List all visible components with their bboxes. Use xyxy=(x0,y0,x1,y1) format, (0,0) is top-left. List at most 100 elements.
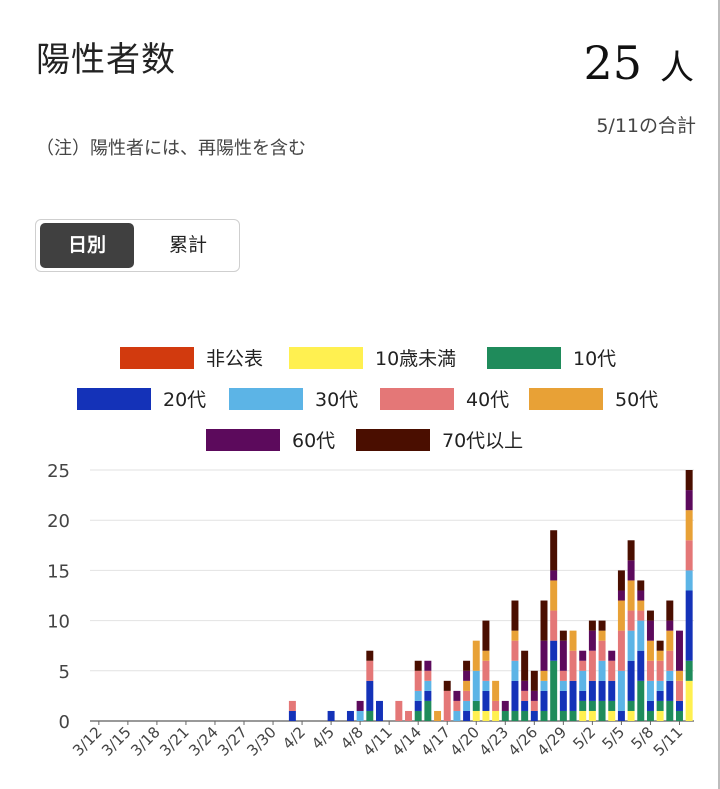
y-tick-label: 10 xyxy=(47,612,70,633)
bar-segment xyxy=(617,590,625,601)
x-tick-label: 4/11 xyxy=(359,723,396,760)
view-toggle: 日別 累計 xyxy=(35,219,240,272)
bar-segment xyxy=(327,710,335,721)
bar-segment xyxy=(637,580,645,591)
bar-segment xyxy=(540,680,548,691)
bar-segment xyxy=(666,620,674,631)
bar-segment xyxy=(414,670,422,691)
bar-segment xyxy=(685,590,693,661)
bar-segment xyxy=(627,660,635,701)
bar-segment xyxy=(540,710,548,721)
bar-segment xyxy=(579,670,587,691)
bar-segment xyxy=(521,700,529,711)
x-tick-label: 4/26 xyxy=(505,723,542,760)
bar-segment xyxy=(598,620,606,631)
bar-segment xyxy=(627,710,635,721)
bar-segment xyxy=(530,710,538,721)
bar-segment xyxy=(627,560,635,581)
bar-segment xyxy=(569,630,577,651)
bar-segment xyxy=(463,680,471,691)
total-value: 25 xyxy=(583,36,642,90)
bar-segment xyxy=(424,680,432,691)
bar-segment xyxy=(472,700,480,711)
bar-segment xyxy=(627,700,635,711)
bar-segment xyxy=(550,640,558,661)
bar-segment xyxy=(463,670,471,681)
bar-segment xyxy=(414,700,422,711)
bar-segment xyxy=(569,650,577,681)
bar-segment xyxy=(598,680,606,701)
legend-label: 10歳未満 xyxy=(375,348,456,370)
bar-segment xyxy=(482,690,490,711)
bar-segment xyxy=(482,680,490,691)
bar-segment xyxy=(579,710,587,721)
bar-segment xyxy=(637,590,645,601)
bar-segment xyxy=(676,680,683,701)
bar-segment xyxy=(414,690,422,701)
bar-segment xyxy=(617,570,625,591)
bar-segment xyxy=(453,710,461,721)
bar-segment xyxy=(511,630,519,641)
legend-swatch xyxy=(206,429,280,451)
bar-segment xyxy=(646,710,654,721)
bar-segment xyxy=(608,650,616,661)
x-tick-label: 3/15 xyxy=(98,723,135,760)
bar-segment xyxy=(453,690,461,701)
bar-segment xyxy=(559,690,567,711)
bar-segment xyxy=(598,640,606,661)
bar-segment xyxy=(617,710,625,721)
bar-segment xyxy=(540,670,548,681)
x-tick-label: 3/12 xyxy=(69,723,106,760)
bar-segment xyxy=(424,700,432,721)
y-tick-label: 5 xyxy=(59,662,70,683)
bar-segment xyxy=(443,680,451,691)
bar-segment xyxy=(550,610,558,641)
y-tick-label: 25 xyxy=(47,461,70,482)
cumulative-button[interactable]: 累計 xyxy=(168,234,207,256)
bar-segment xyxy=(511,600,519,631)
bar-segment xyxy=(666,700,674,721)
bar-segment xyxy=(511,680,519,711)
legend-swatch xyxy=(77,388,151,410)
daily-button[interactable]: 日別 xyxy=(40,223,134,268)
bar-segment xyxy=(288,710,296,721)
bar-segment xyxy=(346,710,354,721)
bar-segment xyxy=(424,670,432,681)
legend-label: 60代 xyxy=(292,430,335,452)
bar-segment xyxy=(685,490,693,511)
bar-segment xyxy=(540,640,548,671)
bar-segment xyxy=(443,690,451,721)
bar-segment xyxy=(559,670,567,681)
bar-segment xyxy=(676,630,683,671)
bar-segment xyxy=(559,680,567,691)
page-title: 陽性者数 xyxy=(36,40,176,80)
bar-segment xyxy=(646,640,654,661)
bar-segment xyxy=(617,600,625,631)
bar-segment xyxy=(627,610,635,631)
bar-segment xyxy=(472,640,480,671)
x-tick-label: 3/21 xyxy=(156,723,193,760)
bar-segment xyxy=(492,700,500,711)
bar-segment xyxy=(559,710,567,721)
bar-segment xyxy=(511,640,519,661)
bar-segment xyxy=(676,710,683,721)
bar-segment xyxy=(356,710,364,721)
bar-segment xyxy=(637,650,645,681)
bar-segment xyxy=(656,650,664,661)
legend-swatch xyxy=(120,347,194,369)
bar-segment xyxy=(288,700,296,711)
bar-segment xyxy=(646,680,654,701)
bar-segment xyxy=(501,710,509,721)
bar-segment xyxy=(463,700,471,711)
x-tick-label: 3/24 xyxy=(185,723,222,760)
bar-segment xyxy=(608,680,616,701)
bar-segment xyxy=(366,650,374,661)
bar-segment xyxy=(656,710,664,721)
bar-segment xyxy=(666,630,674,651)
bar-segment xyxy=(637,610,645,621)
legend-label: 30代 xyxy=(315,389,358,411)
bar-segment xyxy=(530,690,538,701)
bar-segment xyxy=(501,700,509,711)
bar-segment xyxy=(598,700,606,721)
x-tick-label: 4/29 xyxy=(534,723,571,760)
